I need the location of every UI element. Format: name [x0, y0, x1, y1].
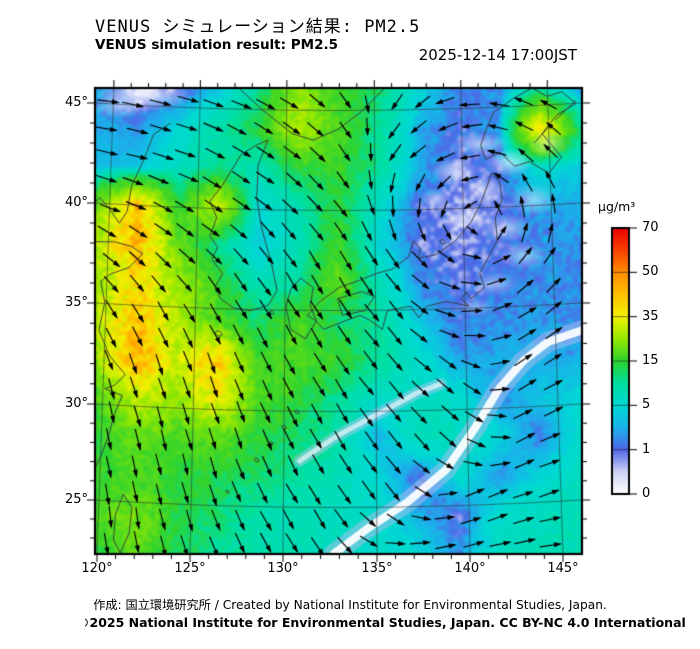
y-axis-tick-label: 45°: [64, 95, 88, 110]
colorbar-unit-label: µg/m³: [598, 199, 636, 214]
colorbar-tick-label: 1: [642, 441, 651, 457]
colorbar-tick-label: 70: [642, 220, 659, 235]
x-axis-tick-label: 125°: [174, 561, 206, 576]
colorbar-tick-label: 50: [642, 264, 659, 280]
y-axis-tick-label: 30°: [64, 396, 88, 411]
credit-line: 作成: 国立環境研究所 / Created by National Instit…: [93, 598, 607, 612]
x-axis-tick-label: 120°: [81, 561, 113, 576]
copyright-text: ©2025 National Institute for Environment…: [85, 615, 686, 630]
colorbar-tick-label: 35: [642, 308, 659, 324]
y-axis-tick-label: 40°: [64, 195, 88, 210]
y-axis-tick-label: 25°: [64, 492, 88, 507]
forecast-timestamp: 2025-12-14 17:00JST: [418, 46, 577, 64]
colorbar-tick-label: 5: [642, 397, 651, 413]
copyright-line: ©2025 National Institute for Environment…: [85, 612, 700, 632]
x-axis-tick-label: 145°: [547, 561, 579, 576]
x-axis-tick-label: 140°: [454, 561, 486, 576]
colorbar-tick-label: 0: [642, 486, 651, 501]
page-title-japanese: VENUS シミュレーション結果: PM2.5: [95, 17, 421, 37]
colorbar-tick-label: 15: [642, 353, 659, 368]
x-axis-tick-label: 135°: [361, 561, 393, 576]
page-title-english: VENUS simulation result: PM2.5: [95, 37, 338, 53]
x-axis-tick-label: 130°: [267, 561, 299, 576]
y-axis-tick-label: 35°: [64, 295, 88, 310]
